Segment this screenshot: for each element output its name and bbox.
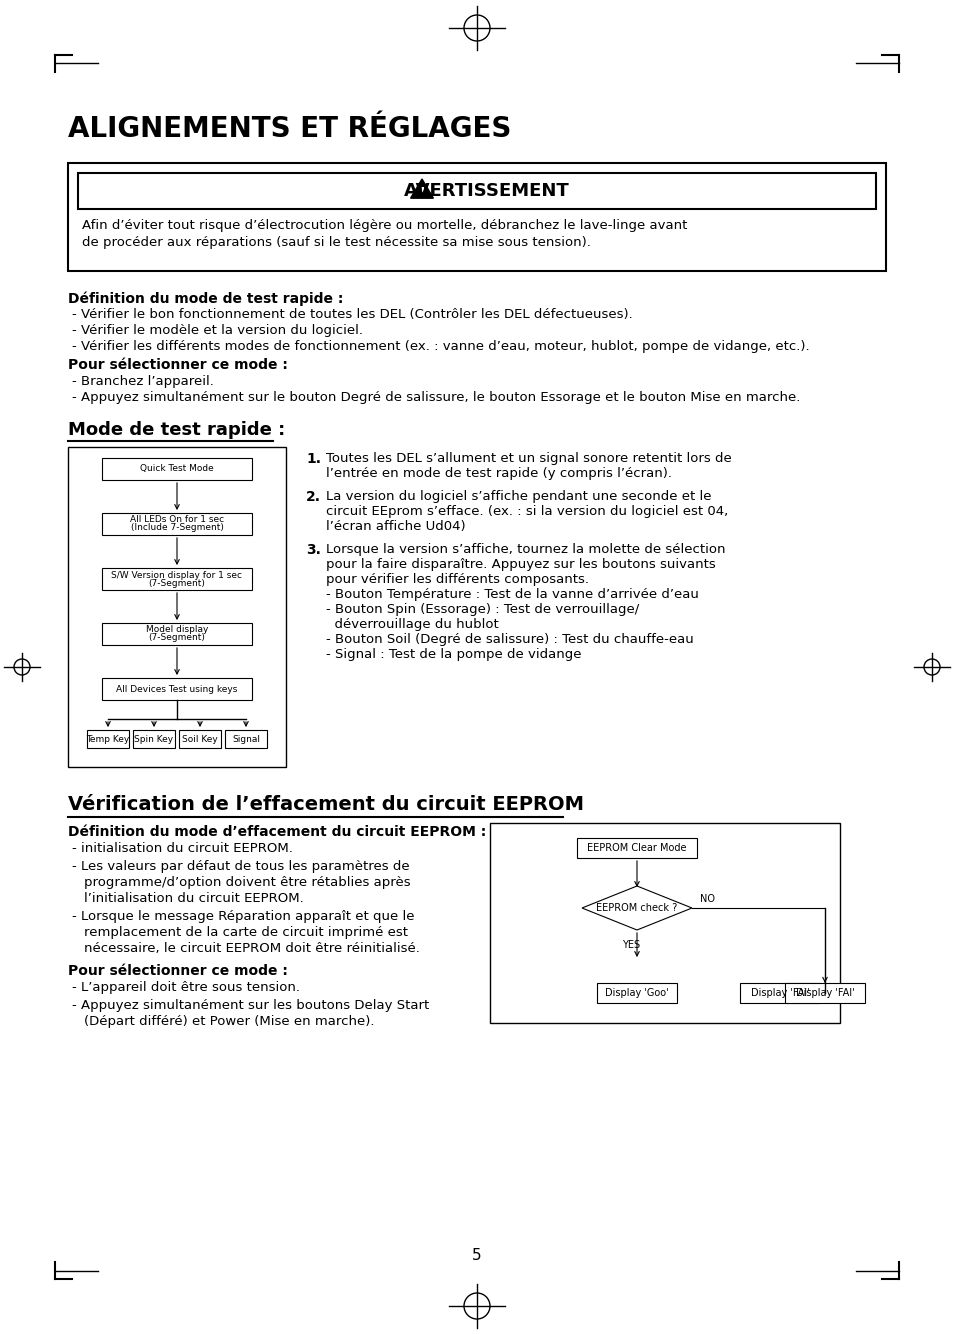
Text: Définition du mode de test rapide :: Définition du mode de test rapide : xyxy=(68,291,343,305)
Text: l’initialisation du circuit EEPROM.: l’initialisation du circuit EEPROM. xyxy=(84,892,303,904)
Text: programme/d’option doivent être rétablies après: programme/d’option doivent être rétablie… xyxy=(84,876,410,888)
Text: Lorsque la version s’affiche, tournez la molette de sélection: Lorsque la version s’affiche, tournez la… xyxy=(326,543,724,556)
Text: 3.: 3. xyxy=(306,543,320,558)
Text: - initialisation du circuit EEPROM.: - initialisation du circuit EEPROM. xyxy=(71,842,293,855)
Text: - Les valeurs par défaut de tous les paramètres de: - Les valeurs par défaut de tous les par… xyxy=(71,860,409,872)
Text: nécessaire, le circuit EEPROM doit être réinitialisé.: nécessaire, le circuit EEPROM doit être … xyxy=(84,942,419,955)
Text: Display 'FAI': Display 'FAI' xyxy=(750,988,808,998)
Bar xyxy=(68,163,885,271)
Text: - Appuyez simultanément sur le bouton Degré de salissure, le bouton Essorage et : - Appuyez simultanément sur le bouton De… xyxy=(71,391,800,404)
Bar xyxy=(102,514,252,535)
Text: ALIGNEMENTS ET RÉGLAGES: ALIGNEMENTS ET RÉGLAGES xyxy=(68,115,511,143)
Text: Toutes les DEL s’allument et un signal sonore retentit lors de: Toutes les DEL s’allument et un signal s… xyxy=(326,452,731,466)
Text: (Include 7-Segment): (Include 7-Segment) xyxy=(131,523,223,532)
Text: !: ! xyxy=(418,185,424,199)
Text: pour la faire disparaître. Appuyez sur les boutons suivants: pour la faire disparaître. Appuyez sur l… xyxy=(326,558,715,571)
Bar xyxy=(102,458,252,480)
Text: - Lorsque le message Réparation apparaît et que le: - Lorsque le message Réparation apparaît… xyxy=(71,910,414,923)
Text: déverrouillage du hublot: déverrouillage du hublot xyxy=(326,618,498,631)
Text: - L’appareil doit être sous tension.: - L’appareil doit être sous tension. xyxy=(71,980,299,994)
Text: Spin Key: Spin Key xyxy=(134,735,173,743)
Polygon shape xyxy=(410,179,433,199)
Text: - Signal : Test de la pompe de vidange: - Signal : Test de la pompe de vidange xyxy=(326,648,581,662)
Polygon shape xyxy=(581,886,691,930)
Text: YES: YES xyxy=(621,940,639,950)
Text: Signal: Signal xyxy=(232,735,260,743)
Text: - Branchez l’appareil.: - Branchez l’appareil. xyxy=(71,375,213,388)
Text: Quick Test Mode: Quick Test Mode xyxy=(140,464,213,474)
Bar xyxy=(102,678,252,700)
Text: l’écran affiche Ud04): l’écran affiche Ud04) xyxy=(326,520,465,534)
Text: All LEDs On for 1 sec: All LEDs On for 1 sec xyxy=(130,515,224,524)
Text: Soil Key: Soil Key xyxy=(182,735,217,743)
Text: 1.: 1. xyxy=(306,452,320,466)
Text: circuit EEprom s’efface. (ex. : si la version du logiciel est 04,: circuit EEprom s’efface. (ex. : si la ve… xyxy=(326,506,727,518)
Bar xyxy=(490,823,840,1023)
Bar xyxy=(597,983,677,1003)
Text: Mode de test rapide :: Mode de test rapide : xyxy=(68,422,285,439)
Text: - Bouton Température : Test de la vanne d’arrivée d’eau: - Bouton Température : Test de la vanne … xyxy=(326,588,699,602)
Bar xyxy=(102,623,252,646)
Text: Display 'FAI': Display 'FAI' xyxy=(795,988,854,998)
Text: Temp Key: Temp Key xyxy=(87,735,130,743)
Text: - Vérifier le bon fonctionnement de toutes les DEL (Contrôler les DEL défectueus: - Vérifier le bon fonctionnement de tout… xyxy=(71,308,632,321)
Text: l’entrée en mode de test rapide (y compris l’écran).: l’entrée en mode de test rapide (y compr… xyxy=(326,467,671,480)
Text: EEPROM Clear Mode: EEPROM Clear Mode xyxy=(587,843,686,852)
Text: 2.: 2. xyxy=(306,490,320,504)
Text: remplacement de la carte de circuit imprimé est: remplacement de la carte de circuit impr… xyxy=(84,926,408,939)
Text: de procéder aux réparations (sauf si le test nécessite sa mise sous tension).: de procéder aux réparations (sauf si le … xyxy=(82,236,590,249)
Bar xyxy=(102,568,252,590)
Text: Afin d’éviter tout risque d’électrocution légère ou mortelle, débranchez le lave: Afin d’éviter tout risque d’électrocutio… xyxy=(82,219,687,232)
Text: Pour sélectionner ce mode :: Pour sélectionner ce mode : xyxy=(68,964,288,978)
Text: AVERTISSEMENT: AVERTISSEMENT xyxy=(404,181,569,200)
Text: Display 'Goo': Display 'Goo' xyxy=(604,988,668,998)
Text: (7-Segment): (7-Segment) xyxy=(149,579,205,587)
Bar xyxy=(68,447,286,767)
Text: pour vérifier les différents composants.: pour vérifier les différents composants. xyxy=(326,574,588,586)
Bar xyxy=(784,983,864,1003)
Bar xyxy=(179,730,221,748)
Text: - Bouton Soil (Degré de salissure) : Test du chauffe-eau: - Bouton Soil (Degré de salissure) : Tes… xyxy=(326,634,693,646)
Text: NO: NO xyxy=(700,894,714,904)
Text: All Devices Test using keys: All Devices Test using keys xyxy=(116,684,237,694)
Text: 5: 5 xyxy=(472,1249,481,1263)
Text: EEPROM check ?: EEPROM check ? xyxy=(596,903,677,912)
Text: La version du logiciel s’affiche pendant une seconde et le: La version du logiciel s’affiche pendant… xyxy=(326,490,711,503)
Text: Vérification de l’effacement du circuit EEPROM: Vérification de l’effacement du circuit … xyxy=(68,795,583,814)
Text: - Appuyez simultanément sur les boutons Delay Start: - Appuyez simultanément sur les boutons … xyxy=(71,999,429,1013)
Text: Définition du mode d’effacement du circuit EEPROM :: Définition du mode d’effacement du circu… xyxy=(68,824,486,839)
Bar xyxy=(78,173,875,209)
Text: (Départ différé) et Power (Mise en marche).: (Départ différé) et Power (Mise en march… xyxy=(84,1015,375,1029)
Bar xyxy=(225,730,267,748)
Text: S/W Version display for 1 sec: S/W Version display for 1 sec xyxy=(112,571,242,579)
Text: Pour sélectionner ce mode :: Pour sélectionner ce mode : xyxy=(68,358,288,372)
Bar xyxy=(740,983,820,1003)
Bar xyxy=(132,730,174,748)
Text: - Bouton Spin (Essorage) : Test de verrouillage/: - Bouton Spin (Essorage) : Test de verro… xyxy=(326,603,639,616)
Bar xyxy=(577,838,697,858)
Text: (7-Segment): (7-Segment) xyxy=(149,634,205,643)
Text: Model display: Model display xyxy=(146,626,208,635)
Bar xyxy=(87,730,129,748)
Text: - Vérifier le modèle et la version du logiciel.: - Vérifier le modèle et la version du lo… xyxy=(71,324,363,338)
Text: - Vérifier les différents modes de fonctionnement (ex. : vanne d’eau, moteur, hu: - Vérifier les différents modes de fonct… xyxy=(71,340,809,354)
